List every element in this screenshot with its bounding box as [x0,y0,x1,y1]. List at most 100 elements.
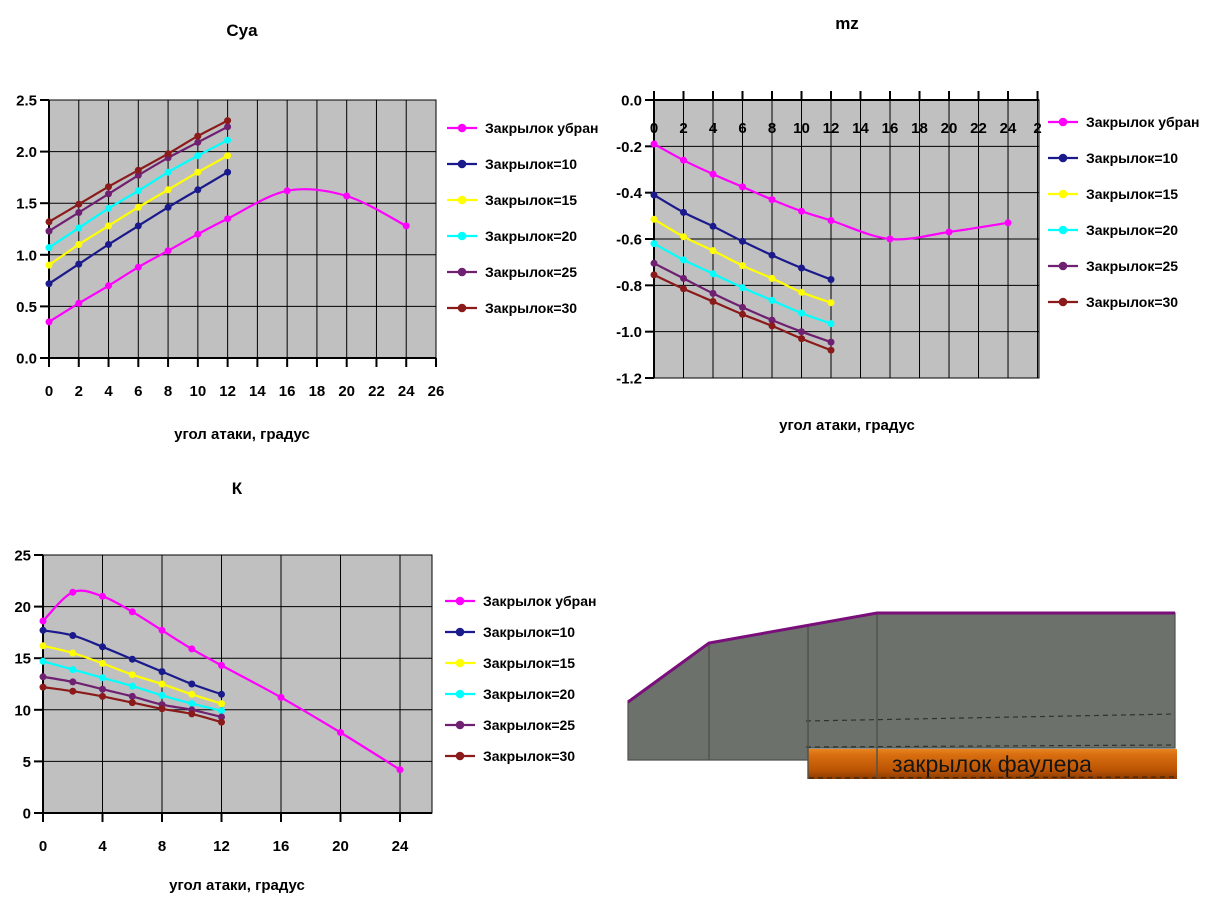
series-marker-1 [164,203,172,211]
legend-swatch-marker [457,267,467,277]
x-tick-label: 16 [882,120,899,137]
series-marker-3 [75,224,83,232]
series-line-0 [42,589,401,771]
x-tick-label: 2 [75,383,83,400]
series-marker-3 [99,674,106,682]
y-tick-label: -0.6 [616,232,642,249]
series-marker-2 [134,203,142,211]
series-marker-1 [128,655,136,663]
series-marker-0 [164,247,172,255]
series-marker-2 [194,168,202,176]
y-tick-label: 0.5 [16,299,37,316]
legend-label: Закрылок=30 [485,300,577,316]
series-marker-4 [128,692,136,700]
series-marker-5 [164,150,172,158]
series-marker-0 [396,766,404,774]
series-marker-3 [128,682,136,690]
legend-swatch-marker [1058,117,1068,127]
series-marker-3 [45,244,53,252]
series-marker-5 [105,183,112,191]
x-axis-title-cya: угол атаки, градус [174,426,310,443]
y-tick-label: 15 [14,651,31,668]
series-marker-2 [218,700,225,708]
series-marker-3 [709,270,717,278]
legend-swatch-marker [457,159,467,169]
series-marker-4 [218,713,225,721]
x-tick-label: 0 [650,120,658,137]
x-tick-label: 0 [39,838,47,855]
series-marker-4 [45,227,53,235]
series-marker-1 [105,241,112,248]
y-tick-label: 1.5 [16,196,37,213]
series-marker-1 [39,626,47,634]
series-line-0 [653,143,1009,241]
series-marker-5 [39,683,47,691]
legend-swatch-marker [1058,297,1068,307]
series-marker-2 [164,186,172,194]
y-tick-label: 25 [14,548,31,565]
series-marker-1 [218,690,225,698]
y-tick-label: 0.0 [16,351,37,368]
series-marker-4 [99,685,106,693]
series-marker-3 [739,284,746,292]
series-marker-5 [99,692,106,700]
series-marker-2 [99,659,106,667]
series-marker-2 [798,288,805,296]
series-marker-4 [739,303,746,311]
x-tick-label: 8 [164,383,172,400]
series-marker-1 [709,222,717,230]
series-marker-1 [99,643,106,651]
legend-label: Закрылок=15 [1086,186,1178,202]
series-marker-0 [337,729,344,736]
x-tick-label: 8 [158,838,166,855]
series-marker-0 [709,170,717,178]
series-marker-0 [827,217,835,224]
x-tick-label: 24 [392,838,409,855]
series-marker-0 [99,592,106,600]
series-marker-5 [768,322,776,330]
series-marker-5 [188,710,196,718]
series-marker-0 [105,282,112,290]
x-tick-label: 22 [970,120,987,137]
series-marker-3 [798,309,805,317]
y-tick-label: 2.0 [16,144,37,161]
series-line-0 [48,188,407,323]
y-tick-label: 0.0 [621,93,642,110]
series-marker-2 [188,690,196,698]
series-marker-0 [45,318,53,326]
legend-label: Закрылок убран [483,593,596,609]
legend-label: Закрылок=20 [483,686,575,702]
series-marker-5 [75,200,83,208]
x-tick-label: 4 [104,383,113,400]
x-tick-label: 18 [911,120,928,137]
series-marker-3 [158,691,166,699]
legend-swatch-marker [457,195,467,205]
x-tick-label: 2 [1033,120,1041,137]
series-marker-0 [739,183,746,191]
series-marker-4 [224,123,232,131]
fowler-flap-label: закрылок фаулера [892,751,1092,777]
x-tick-label: 16 [273,838,290,855]
series-marker-5 [709,298,717,305]
series-marker-3 [650,240,658,248]
x-tick-label: 20 [332,838,349,855]
flap-dashed-trailing-edge [808,776,1178,779]
x-tick-label: 14 [249,383,266,400]
series-marker-4 [709,289,717,297]
series-marker-5 [45,218,53,226]
series-marker-1 [158,668,166,676]
x-tick-label: 0 [45,383,53,400]
series-marker-0 [194,230,202,238]
x-tick-label: 6 [738,120,746,137]
series-marker-2 [827,299,835,307]
legend-swatch-marker [455,627,465,637]
series-marker-0 [283,187,291,195]
series-marker-2 [158,680,166,688]
legend-swatch-marker [455,689,465,699]
series-marker-2 [69,649,77,657]
x-tick-label: 4 [709,120,718,137]
series-marker-5 [224,117,232,125]
series-marker-4 [194,138,202,146]
series-marker-0 [134,263,142,271]
y-tick-label: -1.0 [616,324,642,341]
